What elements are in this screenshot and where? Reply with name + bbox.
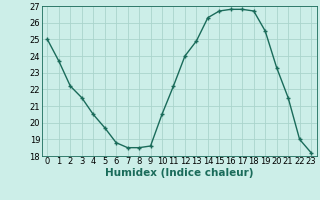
X-axis label: Humidex (Indice chaleur): Humidex (Indice chaleur) [105,168,253,178]
